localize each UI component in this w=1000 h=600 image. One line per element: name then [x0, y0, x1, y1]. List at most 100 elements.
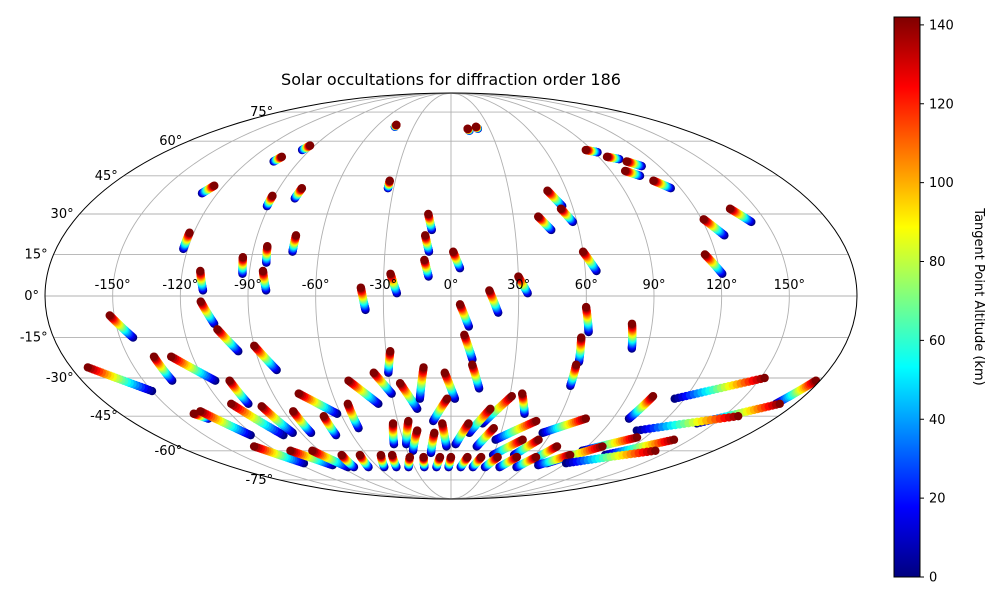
occultation-point: [344, 376, 353, 385]
occultation-track: [262, 191, 277, 211]
occultation-point: [532, 416, 541, 426]
lon-tick-label: -60°: [302, 278, 330, 293]
occultation-track: [725, 204, 756, 227]
occultation-point: [385, 176, 394, 185]
occultation-point: [424, 209, 433, 219]
occultation-point: [518, 435, 527, 444]
occultation-point: [464, 419, 473, 428]
occultation-point: [811, 376, 821, 385]
occultation-points: [83, 120, 821, 472]
occultation-track: [269, 152, 287, 166]
occultation-point: [648, 391, 658, 401]
occultation-point: [556, 204, 566, 213]
occultation-point: [485, 286, 494, 295]
occultation-track: [383, 176, 394, 193]
occultation-point: [388, 419, 398, 428]
occultation-point: [420, 255, 429, 265]
occultation-point: [386, 269, 395, 278]
occultation-point: [572, 360, 581, 369]
occultation-point: [291, 231, 301, 240]
occultation-point: [442, 394, 452, 403]
occultation-track: [468, 360, 484, 393]
occultation-track: [444, 452, 456, 472]
occultation-point: [420, 231, 430, 240]
occultation-point: [734, 411, 743, 421]
lat-tick-label: 75°: [250, 105, 273, 120]
occultation-point: [602, 152, 612, 162]
occultation-point: [440, 368, 449, 377]
occultation-track: [420, 231, 434, 256]
occultation-point: [404, 416, 413, 426]
occultation-track: [624, 391, 658, 423]
occultation-track: [533, 212, 556, 235]
map-gridlines: [45, 93, 857, 499]
occultation-point: [249, 442, 259, 451]
occultation-track: [556, 204, 578, 227]
occultation-track: [463, 124, 474, 135]
occultation-point: [581, 414, 591, 423]
occultation-point: [531, 452, 541, 462]
occultation-point: [210, 181, 219, 190]
lon-tick-label: 120°: [706, 278, 737, 293]
occultation-point: [493, 452, 502, 462]
occultation-track: [514, 272, 532, 298]
occultation-point: [185, 228, 194, 237]
occultation-track: [449, 247, 465, 273]
occultation-track: [566, 360, 581, 391]
occultation-point: [337, 450, 346, 460]
colorbar: 140 120 100 80 60 40 20 0 Tangent Point Altitud…: [893, 16, 986, 586]
occultation-track: [622, 157, 646, 171]
lat-tick-label: 60°: [159, 134, 182, 149]
occultation-track: [699, 215, 729, 240]
colorbar-tick-label: 80: [929, 255, 946, 270]
occultation-point: [534, 435, 543, 444]
occultation-point: [507, 391, 517, 401]
occultation-point: [395, 379, 405, 388]
occultation-track: [602, 152, 624, 164]
lon-tick-label: -30°: [369, 278, 397, 293]
colorbar-tick-label: 140: [929, 18, 954, 33]
occultation-track: [388, 419, 399, 449]
occultation-track: [581, 302, 593, 337]
lon-tick-label: 0°: [444, 278, 459, 293]
occultation-track: [485, 286, 503, 317]
occultation-track: [471, 122, 483, 133]
occultation-point: [700, 250, 710, 259]
occultation-point: [196, 266, 205, 276]
lat-tick-label: -45°: [90, 409, 118, 424]
occultation-point: [387, 450, 397, 460]
occultation-track: [213, 325, 243, 356]
occultation-point: [386, 347, 395, 356]
occultation-point: [463, 124, 472, 133]
colorbar-tick-label: 20: [929, 492, 946, 507]
occultation-point: [651, 446, 660, 455]
occultation-point: [512, 452, 522, 462]
colorbar-tick-label: 60: [929, 334, 946, 349]
occultation-point: [622, 157, 631, 166]
occultation-track: [356, 283, 370, 315]
colorbar-tick-label: 100: [929, 176, 954, 191]
occultation-track: [649, 176, 675, 193]
colorbar-gradient: [893, 16, 921, 578]
colorbar-tick-label: 120: [929, 97, 954, 112]
occultation-track: [386, 269, 402, 298]
occultation-point: [263, 242, 272, 251]
lat-tick-label: -30°: [46, 371, 74, 386]
chart-title: Solar occultations for diffraction order…: [281, 70, 621, 89]
occultation-point: [471, 122, 481, 131]
occultation-point: [476, 452, 486, 462]
occultation-track: [376, 450, 389, 472]
occultation-point: [435, 452, 445, 462]
occultation-track: [196, 297, 219, 328]
occultation-track: [415, 363, 428, 403]
occultation-point: [225, 376, 234, 385]
lat-tick-label: 0°: [24, 289, 39, 304]
occultation-point: [286, 446, 295, 455]
occultation-point: [578, 247, 588, 256]
occultation-track: [404, 452, 415, 472]
lat-tick-label: -60°: [155, 444, 183, 459]
occultation-point: [413, 426, 422, 435]
occultation-track: [297, 141, 315, 155]
occultation-track: [294, 389, 342, 418]
occultation-track: [517, 389, 529, 418]
